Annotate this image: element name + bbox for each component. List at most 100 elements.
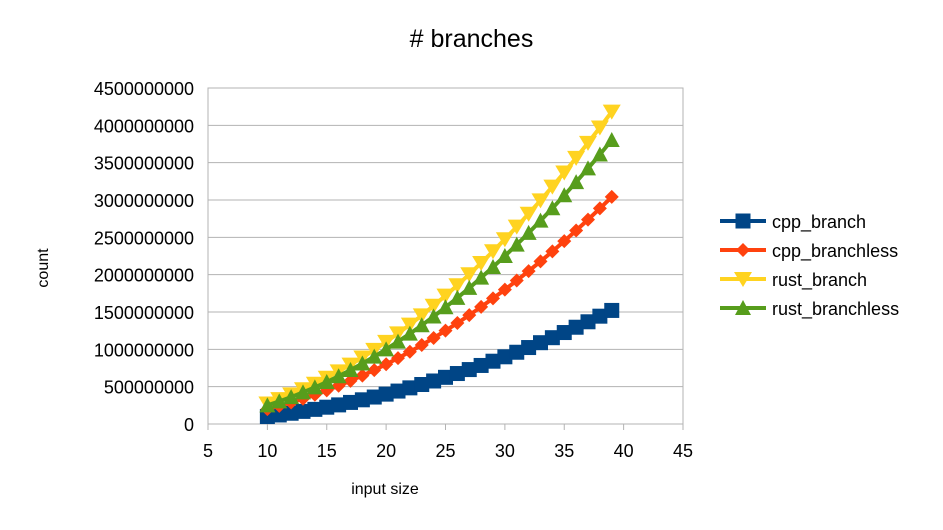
data-point-cpp-branchless bbox=[414, 338, 429, 353]
data-point-cpp-branchless bbox=[521, 264, 536, 279]
data-point-cpp-branch bbox=[568, 319, 584, 335]
legend-label-rust-branchless: rust_branchless bbox=[772, 299, 899, 320]
data-point-rust-branchless bbox=[295, 384, 311, 400]
data-point-rust-branch bbox=[602, 104, 621, 120]
data-point-cpp-branchless bbox=[462, 308, 477, 323]
data-point-cpp-branchless bbox=[486, 291, 500, 306]
data-point-rust-branchless bbox=[591, 146, 608, 162]
data-point-cpp-branchless bbox=[343, 373, 358, 388]
data-point-rust-branchless bbox=[413, 317, 430, 333]
y-tick-label: 4000000000 bbox=[94, 116, 194, 136]
data-point-rust-branch bbox=[424, 298, 443, 314]
data-point-cpp-branchless bbox=[438, 323, 453, 338]
data-point-cpp-branch bbox=[271, 407, 287, 423]
data-point-rust-branch bbox=[579, 135, 597, 151]
chart-title: # branches bbox=[409, 25, 534, 53]
data-point-cpp-branch bbox=[390, 383, 406, 399]
data-point-cpp-branchless bbox=[545, 244, 560, 259]
data-point-rust-branchless bbox=[473, 269, 490, 285]
data-point-rust-branchless bbox=[378, 341, 395, 357]
x-axis-label: input size bbox=[351, 481, 419, 498]
data-point-cpp-branch bbox=[509, 344, 525, 360]
x-tick-label: 5 bbox=[203, 441, 213, 461]
data-point-rust-branchless bbox=[461, 279, 478, 295]
data-point-rust-branchless bbox=[342, 362, 359, 378]
data-point-cpp-branchless bbox=[569, 223, 584, 238]
legend-label-cpp-branch: cpp_branch bbox=[772, 212, 866, 233]
data-point-rust-branchless bbox=[508, 236, 525, 252]
data-point-rust-branchless bbox=[532, 212, 549, 228]
y-tick-label: 2500000000 bbox=[94, 228, 194, 248]
data-point-rust-branch bbox=[567, 150, 586, 166]
x-tick-label: 20 bbox=[376, 441, 396, 461]
data-point-rust-branch bbox=[495, 232, 514, 248]
data-point-cpp-branch bbox=[521, 340, 537, 356]
data-point-cpp-branch bbox=[592, 308, 608, 324]
data-point-cpp-branch bbox=[414, 377, 430, 393]
data-point-cpp-branchless bbox=[402, 344, 417, 359]
y-tick-label: 1000000000 bbox=[94, 340, 194, 360]
data-point-cpp-branchless bbox=[474, 299, 489, 314]
data-point-cpp-branch bbox=[295, 403, 311, 419]
data-point-rust-branchless bbox=[425, 308, 442, 324]
data-point-rust-branchless bbox=[390, 333, 406, 349]
x-tick-label: 25 bbox=[435, 441, 455, 461]
data-point-cpp-branch bbox=[343, 394, 358, 410]
data-point-cpp-branch bbox=[307, 401, 323, 417]
data-point-cpp-branch bbox=[604, 302, 620, 318]
data-point-cpp-branchless bbox=[391, 351, 405, 366]
data-point-rust-branch bbox=[448, 278, 467, 294]
data-point-rust-branch bbox=[484, 244, 502, 260]
legend-label-cpp-branchless: cpp_branchless bbox=[772, 241, 898, 262]
data-point-cpp-branch bbox=[354, 392, 370, 408]
data-point-cpp-branch bbox=[426, 373, 442, 389]
data-point-cpp-branch bbox=[461, 362, 477, 378]
data-point-cpp-branchless bbox=[557, 234, 572, 249]
x-tick-label: 35 bbox=[554, 441, 574, 461]
data-point-cpp-branchless bbox=[367, 363, 382, 378]
data-point-cpp-branchless bbox=[509, 273, 524, 288]
data-point-cpp-branch bbox=[283, 405, 299, 421]
data-point-cpp-branch bbox=[259, 409, 275, 425]
data-point-cpp-branch bbox=[556, 325, 572, 341]
data-point-cpp-branch bbox=[402, 380, 418, 396]
data-point-cpp-branchless bbox=[497, 282, 512, 297]
legend-marker-cpp-branch bbox=[735, 213, 751, 229]
data-point-rust-branchless bbox=[366, 348, 383, 364]
data-point-rust-branchless bbox=[556, 187, 573, 203]
x-tick-label: 40 bbox=[614, 441, 634, 461]
data-point-rust-branchless bbox=[544, 200, 561, 216]
data-point-rust-branchless bbox=[437, 299, 454, 315]
data-point-rust-branch bbox=[460, 267, 479, 283]
data-point-cpp-branchless bbox=[533, 254, 548, 269]
data-point-rust-branch bbox=[400, 317, 419, 333]
x-tick-label: 45 bbox=[673, 441, 693, 461]
data-point-cpp-branchless bbox=[355, 368, 370, 383]
data-point-rust-branch bbox=[555, 165, 574, 181]
x-tick-label: 10 bbox=[257, 441, 277, 461]
legend-marker-cpp-branchless bbox=[736, 243, 750, 257]
data-point-rust-branchless bbox=[449, 289, 466, 305]
data-point-rust-branchless bbox=[306, 379, 323, 395]
data-point-cpp-branch bbox=[485, 353, 501, 369]
y-axis-label: count bbox=[35, 248, 52, 288]
legend-label-rust-branch: rust_branch bbox=[772, 270, 867, 291]
data-point-rust-branchless bbox=[568, 174, 585, 190]
data-point-cpp-branch bbox=[438, 369, 453, 385]
data-point-cpp-branchless bbox=[426, 330, 441, 345]
data-point-cpp-branchless bbox=[581, 212, 595, 227]
data-point-rust-branchless bbox=[580, 160, 596, 176]
data-point-cpp-branch bbox=[319, 399, 335, 415]
data-point-rust-branchless bbox=[330, 368, 347, 384]
data-point-rust-branchless bbox=[603, 132, 620, 148]
data-point-cpp-branchless bbox=[592, 201, 607, 216]
legend-marker-rust-branch bbox=[734, 272, 752, 287]
data-point-rust-branch bbox=[543, 179, 562, 195]
data-point-cpp-branch bbox=[378, 386, 394, 402]
y-tick-label: 0 bbox=[184, 415, 194, 435]
x-tick-label: 30 bbox=[495, 441, 515, 461]
data-point-cpp-branch bbox=[331, 397, 347, 413]
data-point-rust-branch bbox=[531, 193, 550, 209]
data-point-cpp-branch bbox=[449, 366, 465, 382]
